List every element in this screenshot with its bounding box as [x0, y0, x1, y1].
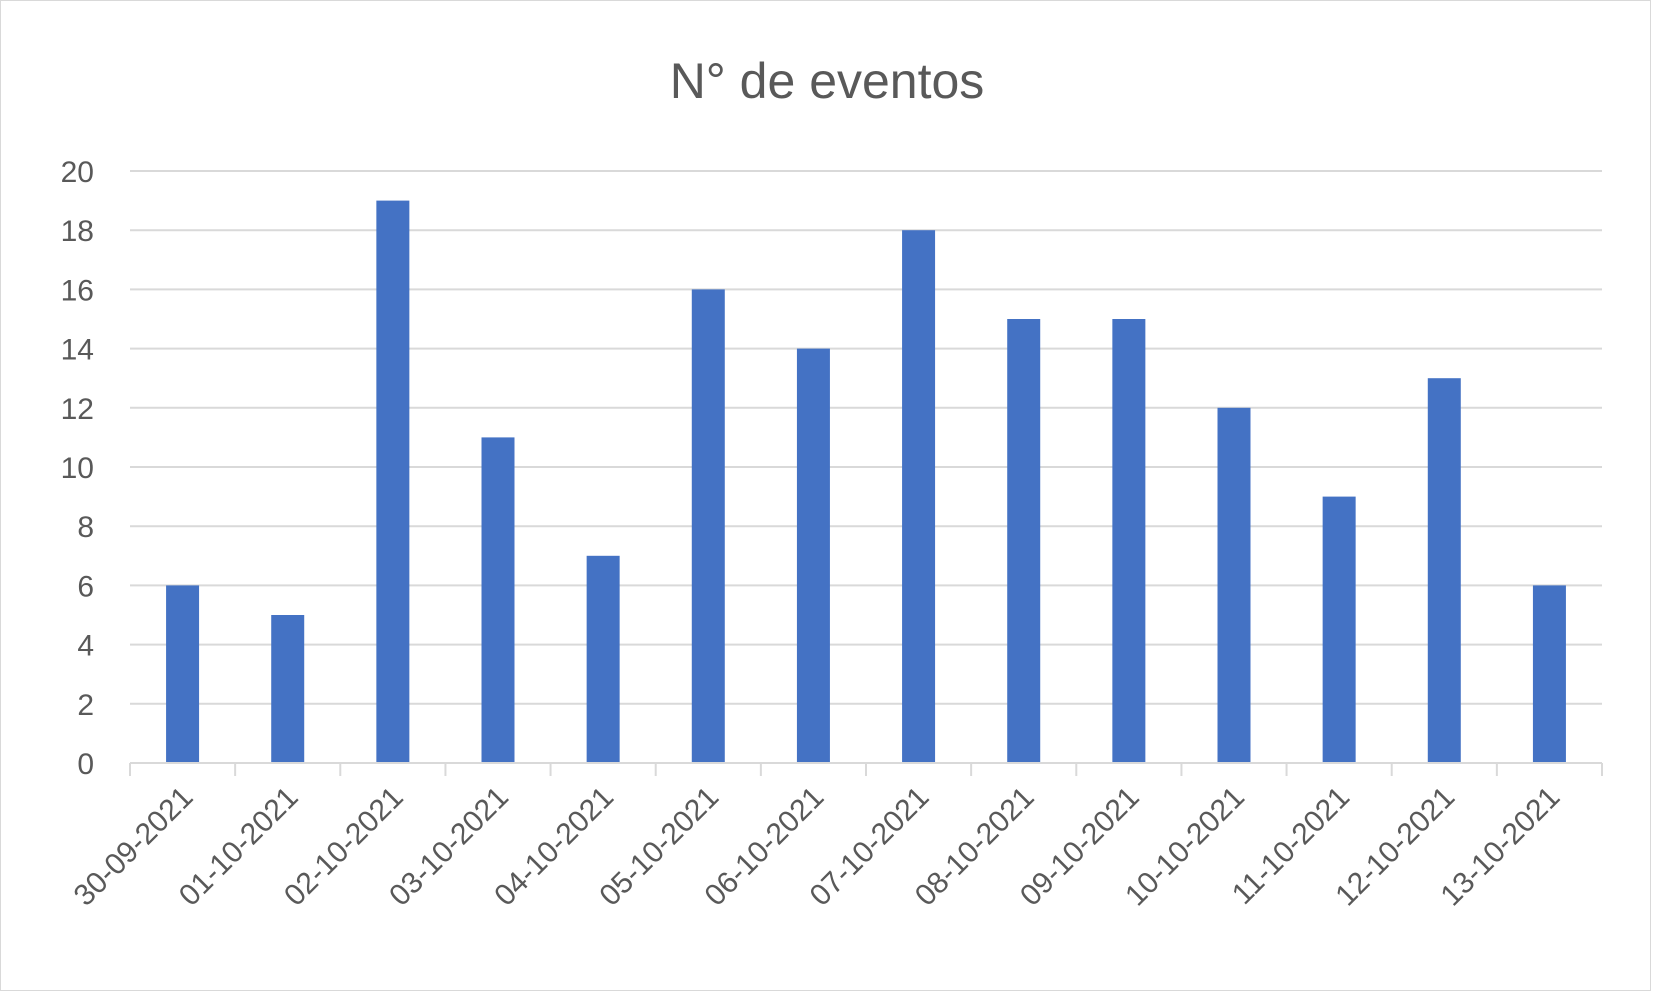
- y-tick-label: 2: [77, 689, 94, 722]
- y-tick-label: 4: [77, 630, 94, 663]
- y-tick-label: 8: [77, 511, 94, 544]
- y-tick-label: 10: [61, 452, 94, 485]
- bar-03-10-2021: [481, 437, 515, 763]
- bar-10-10-2021: [1217, 407, 1251, 763]
- bar-02-10-2021: [376, 200, 410, 764]
- gridlines: [130, 170, 1602, 705]
- bar-08-10-2021: [1007, 319, 1041, 763]
- bar-12-10-2021: [1427, 378, 1461, 763]
- x-axis-tick-labels: 30-09-202101-10-202102-10-202103-10-2021…: [68, 781, 1567, 913]
- y-tick-label: 20: [61, 156, 94, 189]
- chart-title: N° de eventos: [670, 53, 985, 109]
- bar-07-10-2021: [902, 230, 936, 763]
- y-tick-label: 14: [61, 334, 94, 367]
- bar-01-10-2021: [271, 615, 305, 763]
- bar-04-10-2021: [586, 555, 620, 763]
- y-tick-label: 18: [61, 215, 94, 248]
- bars: [166, 200, 1566, 764]
- bar-13-10-2021: [1532, 585, 1566, 763]
- y-tick-label: 16: [61, 274, 94, 307]
- y-tick-label: 0: [77, 748, 94, 781]
- y-tick-label: 6: [77, 570, 94, 603]
- bar-05-10-2021: [691, 289, 725, 763]
- bar-30-09-2021: [166, 585, 200, 763]
- y-axis-tick-labels: 0 2 4 6 8 10 12 14 16 18 20: [61, 156, 94, 781]
- bar-06-10-2021: [796, 348, 830, 763]
- bar-11-10-2021: [1322, 496, 1356, 763]
- x-axis: [129, 762, 1603, 776]
- bar-09-10-2021: [1112, 319, 1146, 763]
- y-tick-label: 12: [61, 393, 94, 426]
